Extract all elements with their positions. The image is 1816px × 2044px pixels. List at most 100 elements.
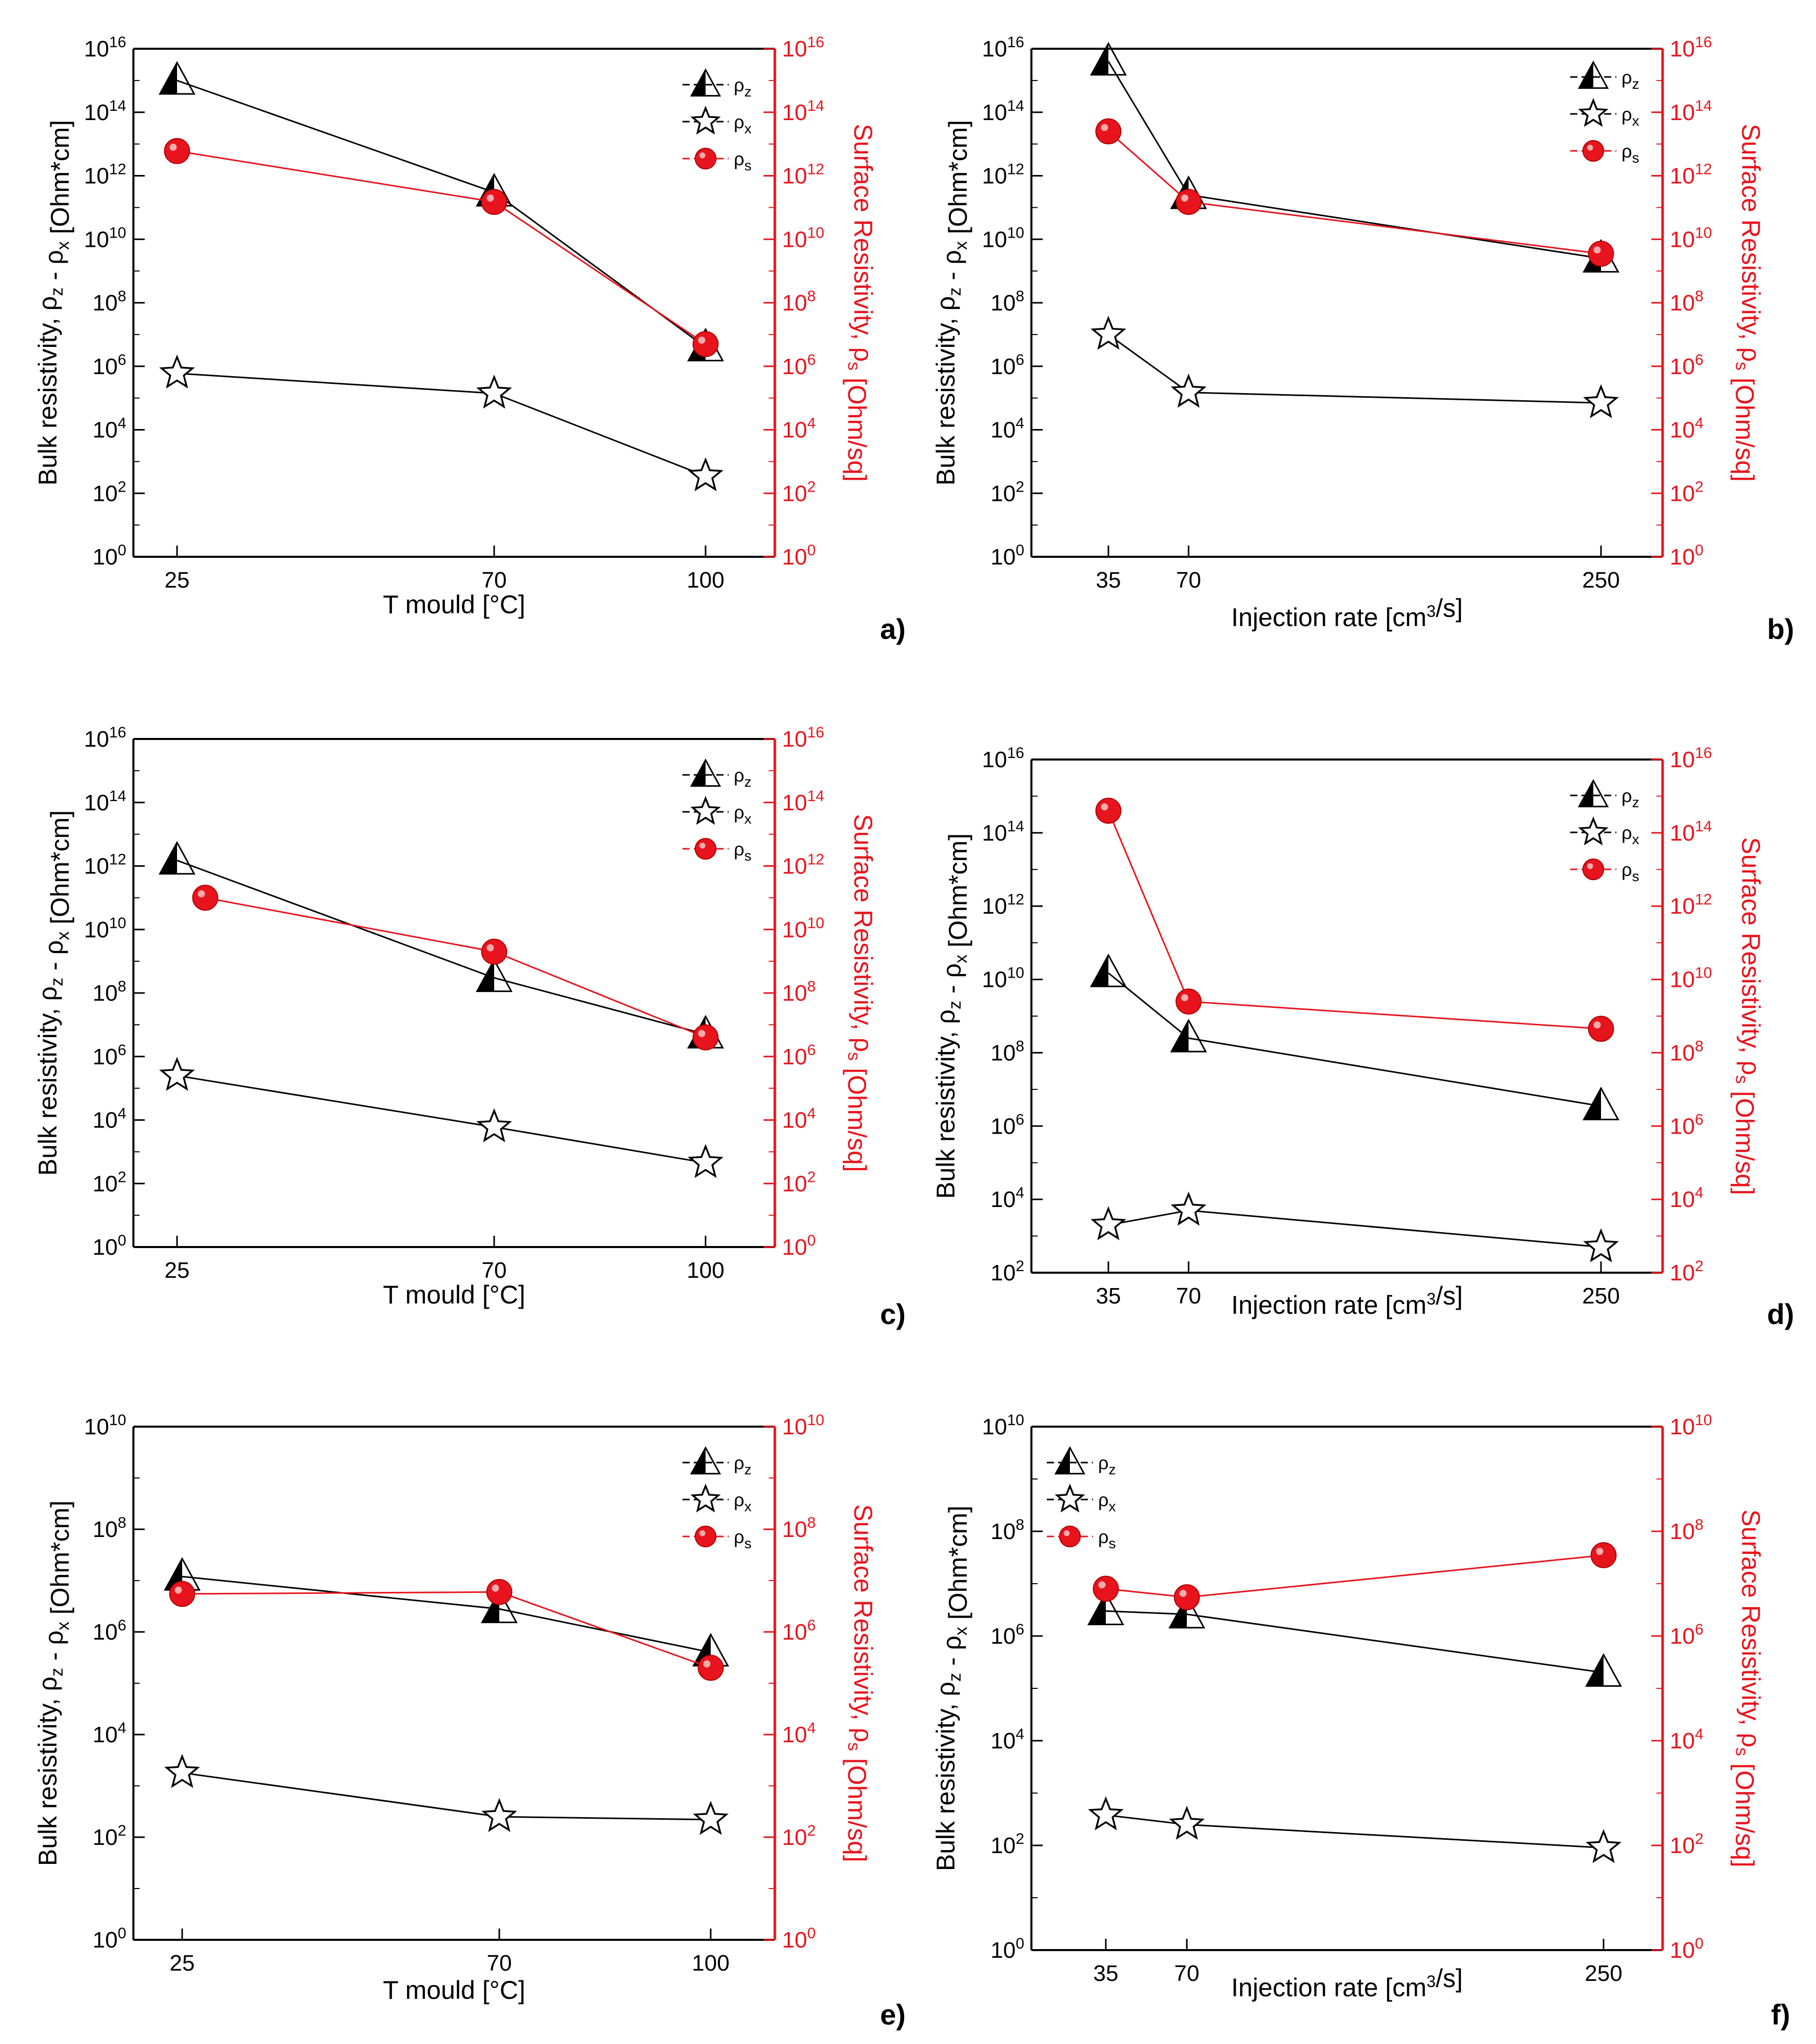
right-tick-label: 1016 bbox=[782, 34, 824, 62]
right-tick-label: 100 bbox=[782, 542, 816, 570]
right-tick-label: 102 bbox=[782, 1169, 816, 1196]
data-point-ρx bbox=[1090, 316, 1126, 350]
legend-marker bbox=[1578, 98, 1609, 127]
left-tick-label: 108 bbox=[990, 1038, 1024, 1065]
data-point-ρx bbox=[1090, 1206, 1126, 1240]
legend-label: ρz bbox=[734, 765, 751, 790]
x-tick-label: 35 bbox=[1096, 1283, 1121, 1309]
legend-label: ρx bbox=[734, 1489, 751, 1514]
legend-label: ρz bbox=[734, 1452, 751, 1477]
legend-label: ρx bbox=[1098, 1489, 1116, 1514]
right-tick-label: 1010 bbox=[782, 224, 824, 252]
left-tick-label: 1010 bbox=[982, 965, 1024, 992]
left-tick-label: 108 bbox=[990, 288, 1024, 316]
data-point-ρs bbox=[164, 138, 190, 164]
panel-label: b) bbox=[1767, 613, 1794, 645]
data-point-ρz bbox=[1170, 1019, 1207, 1053]
x-tick-label: 70 bbox=[487, 1951, 512, 1976]
series-line-ρx bbox=[182, 1772, 711, 1821]
right-tick-label: 106 bbox=[782, 352, 816, 379]
right-tick-label: 104 bbox=[782, 1105, 816, 1133]
legend: ρz ρx ρs bbox=[1047, 1446, 1116, 1551]
legend-marker bbox=[1577, 779, 1609, 808]
left-tick-label: 104 bbox=[92, 415, 126, 443]
data-point-ρs bbox=[1590, 1542, 1617, 1568]
data-point-ρz bbox=[1168, 1594, 1205, 1629]
right-tick-label: 104 bbox=[1670, 1184, 1704, 1212]
x-axis-label: Injection rate [cm3/s] bbox=[1231, 1964, 1462, 2002]
left-tick-label: 104 bbox=[990, 415, 1024, 443]
left-tick-label: 1016 bbox=[982, 34, 1024, 62]
legend-label: ρs bbox=[1098, 1526, 1116, 1551]
x-tick-label: 250 bbox=[1582, 1283, 1619, 1309]
y-axis-label-left: Bulk resistivity, ρz - ρx [Ohm*cm] bbox=[931, 1506, 972, 1871]
right-tick-label: 1016 bbox=[1670, 745, 1712, 772]
panel-label: f) bbox=[1771, 1998, 1790, 2031]
data-point-ρs bbox=[1174, 1584, 1200, 1610]
left-tick-label: 100 bbox=[990, 542, 1024, 570]
data-point-ρx bbox=[1583, 1228, 1619, 1262]
x-tick-label: 100 bbox=[692, 1951, 729, 1976]
series-line-ρz bbox=[1107, 61, 1602, 259]
legend: ρz ρx ρs bbox=[1570, 61, 1639, 166]
data-point-ρz bbox=[1090, 42, 1127, 76]
legend-marker bbox=[694, 838, 717, 860]
left-tick-label: 106 bbox=[92, 352, 126, 379]
data-point-ρs bbox=[481, 189, 507, 215]
left-tick-label: 100 bbox=[92, 1232, 126, 1260]
right-tick-label: 106 bbox=[1670, 1621, 1704, 1649]
x-axis-label: T mould [°C] bbox=[383, 590, 525, 619]
x-tick-label: 25 bbox=[170, 1951, 195, 1976]
legend-marker bbox=[690, 758, 721, 787]
right-tick-label: 1016 bbox=[782, 724, 824, 752]
y-axis-label-left: Bulk resistivity, ρz - ρx [Ohm*cm] bbox=[931, 120, 972, 485]
right-tick-label: 100 bbox=[782, 1925, 816, 1953]
data-point-ρz bbox=[1090, 953, 1127, 987]
legend-label: ρs bbox=[1622, 859, 1639, 884]
legend-marker bbox=[694, 1525, 717, 1548]
data-point-ρx bbox=[476, 374, 512, 409]
x-tick-label: 70 bbox=[1176, 568, 1201, 593]
right-tick-label: 1012 bbox=[1670, 891, 1712, 919]
left-tick-label: 106 bbox=[990, 1111, 1024, 1139]
legend-marker bbox=[690, 1483, 721, 1513]
panel-label: d) bbox=[1767, 1298, 1794, 1330]
data-point-ρs bbox=[1588, 1016, 1614, 1042]
left-tick-label: 104 bbox=[990, 1184, 1024, 1212]
data-point-ρz bbox=[476, 958, 513, 992]
series-line-ρz bbox=[177, 80, 706, 348]
left-tick-label: 1012 bbox=[84, 851, 126, 879]
data-point-ρs bbox=[169, 1581, 196, 1607]
right-tick-label: 108 bbox=[1670, 1038, 1704, 1065]
left-tick-label: 1010 bbox=[84, 914, 126, 942]
legend-label: ρs bbox=[1622, 141, 1639, 166]
legend-label: ρx bbox=[1622, 104, 1639, 129]
left-tick-label: 1014 bbox=[84, 788, 126, 815]
legend-marker bbox=[1055, 1483, 1085, 1513]
left-tick-label: 1012 bbox=[84, 161, 126, 189]
chart-panel-f: 100 102 104 106 108 1010 100 102 104 106 108 1010 35… bbox=[931, 1412, 1790, 2031]
right-tick-label: 108 bbox=[1670, 1516, 1704, 1544]
series-line-ρz bbox=[182, 1575, 711, 1653]
right-tick-label: 1010 bbox=[1670, 965, 1712, 992]
data-point-ρs bbox=[697, 1654, 724, 1681]
y-axis-label-right: Surface Resistivity, ρs [Ohm/sq] bbox=[843, 1504, 877, 1862]
left-tick-label: 1014 bbox=[84, 98, 126, 125]
legend: ρz ρx ρs bbox=[682, 1446, 751, 1551]
right-tick-label: 108 bbox=[782, 978, 816, 1006]
data-point-ρs bbox=[692, 1024, 719, 1050]
right-tick-label: 1012 bbox=[1670, 161, 1712, 189]
left-tick-label: 1014 bbox=[982, 818, 1024, 846]
x-tick-label: 100 bbox=[687, 1258, 724, 1283]
x-tick-label: 25 bbox=[165, 568, 190, 593]
panel-label: a) bbox=[880, 613, 906, 645]
series-line-ρx bbox=[177, 372, 706, 477]
left-tick-label: 106 bbox=[92, 1617, 126, 1645]
legend-label: ρz bbox=[1622, 67, 1639, 92]
data-point-ρx bbox=[1088, 1796, 1124, 1831]
right-tick-label: 1010 bbox=[1670, 1412, 1712, 1439]
right-tick-label: 104 bbox=[1670, 1726, 1704, 1754]
legend: ρz ρx ρs bbox=[1570, 779, 1639, 884]
right-tick-label: 100 bbox=[1670, 542, 1704, 570]
